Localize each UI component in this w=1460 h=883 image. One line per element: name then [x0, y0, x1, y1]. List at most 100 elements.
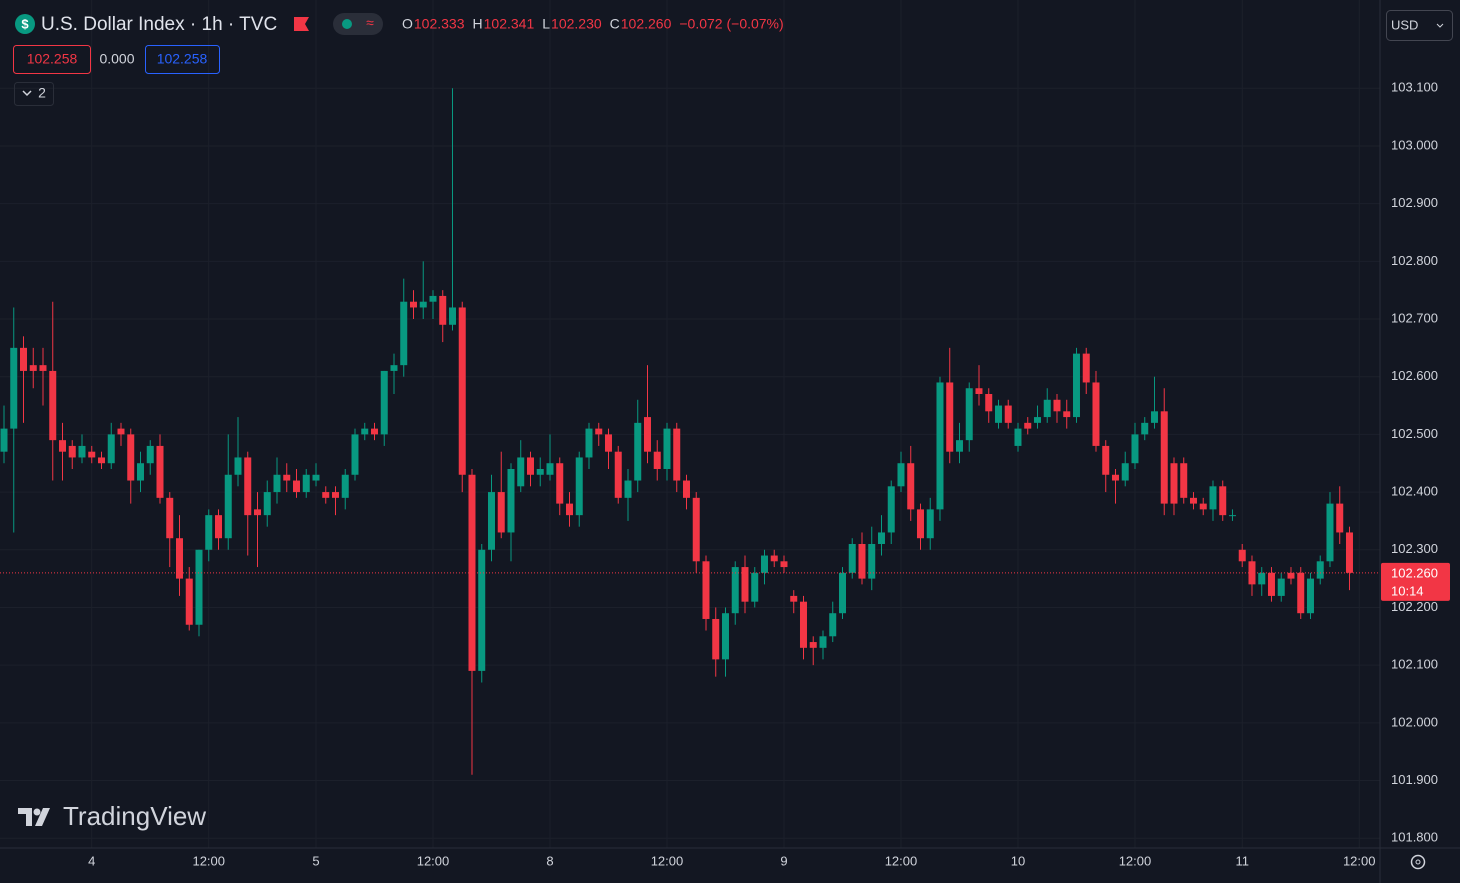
candle-body [1092, 382, 1100, 446]
candle-body [1277, 578, 1285, 596]
ohlc-legend: O 102.333 H 102.341 L 102.230 C 102.260 [402, 16, 672, 32]
candle-body [205, 515, 213, 550]
settings-icon[interactable] [1410, 854, 1426, 870]
candle-body [585, 428, 593, 458]
grid [0, 0, 1380, 848]
y-tick-label: 102.100 [1391, 657, 1438, 672]
candle-body [439, 295, 447, 325]
status-pill[interactable] [333, 13, 383, 35]
last-price-box [1381, 562, 1450, 601]
candle-body [868, 543, 876, 579]
candle-body [575, 457, 583, 516]
candle-body [624, 480, 632, 498]
candle-body [673, 428, 681, 481]
y-tick-label: 102.700 [1391, 310, 1438, 325]
candle-body [1072, 353, 1080, 418]
candle-body [331, 492, 339, 498]
flag-icon[interactable] [294, 17, 309, 31]
candle-body [731, 567, 739, 614]
candle-body [1004, 405, 1012, 423]
candle-body [887, 486, 895, 533]
candle-body [58, 440, 66, 452]
candle-body [1121, 463, 1129, 481]
candle-body [10, 347, 18, 429]
candle-body [88, 451, 96, 458]
candle-body [1102, 445, 1110, 475]
candles [0, 88, 1353, 775]
candle-body [1316, 561, 1324, 579]
candle-body [390, 365, 398, 371]
candle-body [1014, 428, 1022, 446]
candle-body [604, 434, 612, 452]
candle-body [78, 445, 86, 458]
candle-body [497, 492, 505, 533]
candle-body [721, 613, 729, 660]
x-tick-label: 8 [546, 853, 553, 868]
candle-body [838, 572, 846, 614]
candle-body [1160, 411, 1168, 504]
candle-body [507, 468, 515, 533]
candle-body [273, 474, 281, 493]
candle-body [663, 428, 671, 469]
candle-body [790, 595, 798, 602]
candle-body [1258, 572, 1266, 585]
last-price-label: 102.260 [1391, 565, 1438, 580]
candle-body [185, 578, 193, 625]
bid-box[interactable] [13, 45, 91, 74]
candle-body [1043, 399, 1051, 418]
y-tick-label: 102.900 [1391, 195, 1438, 210]
candle-body [546, 463, 554, 475]
candle-body [653, 451, 661, 469]
candle-body [448, 307, 456, 325]
currency-select[interactable] [1386, 10, 1453, 41]
candle-body [1228, 515, 1236, 517]
candle-body [1326, 503, 1334, 562]
candle-body [595, 428, 603, 435]
candle-body [19, 347, 27, 371]
x-tick-label: 12:00 [417, 853, 450, 868]
candle-body [556, 463, 564, 504]
candle-body [302, 474, 310, 493]
candle-body [351, 434, 359, 475]
ohlc-value: 102.260 [621, 16, 672, 32]
indicators-toggle[interactable] [14, 82, 54, 106]
candle-body [858, 543, 866, 579]
candle-body [263, 492, 271, 516]
indicators-count: 2 [38, 85, 46, 101]
candle-body [848, 543, 856, 573]
candle-body [1033, 417, 1041, 423]
candle-body [809, 642, 817, 648]
candle-body [780, 561, 788, 568]
candle-body [1199, 503, 1207, 510]
candle-body [136, 463, 144, 481]
x-tick-label: 5 [312, 853, 319, 868]
ask-box[interactable] [145, 45, 220, 74]
candle-body [1267, 572, 1275, 596]
candle-body [1219, 486, 1227, 516]
candle-body [985, 394, 993, 412]
chevron [22, 90, 32, 97]
candle-body [29, 365, 37, 371]
candle-body [380, 370, 388, 435]
candle-body [1189, 497, 1197, 504]
candle-body [409, 301, 417, 308]
y-tick-label: 102.500 [1391, 426, 1438, 441]
candle-body [936, 382, 944, 510]
candle-body [877, 532, 885, 544]
candle-body [1306, 578, 1314, 614]
y-tick-label: 103.000 [1391, 137, 1438, 152]
candle-body [916, 509, 924, 539]
candle-body [634, 422, 642, 481]
candle-body [526, 457, 534, 475]
settings-icon-center [1415, 859, 1421, 865]
x-tick-label: 12:00 [1343, 853, 1376, 868]
candle-body [994, 405, 1002, 423]
candle-body [692, 497, 700, 562]
x-tick-label: 11 [1235, 853, 1249, 868]
candle-body [107, 434, 115, 464]
ohlc-key: C [610, 16, 620, 32]
candle-body [1170, 463, 1178, 504]
ask: 102.258 [157, 51, 208, 67]
candle-body [926, 509, 934, 539]
